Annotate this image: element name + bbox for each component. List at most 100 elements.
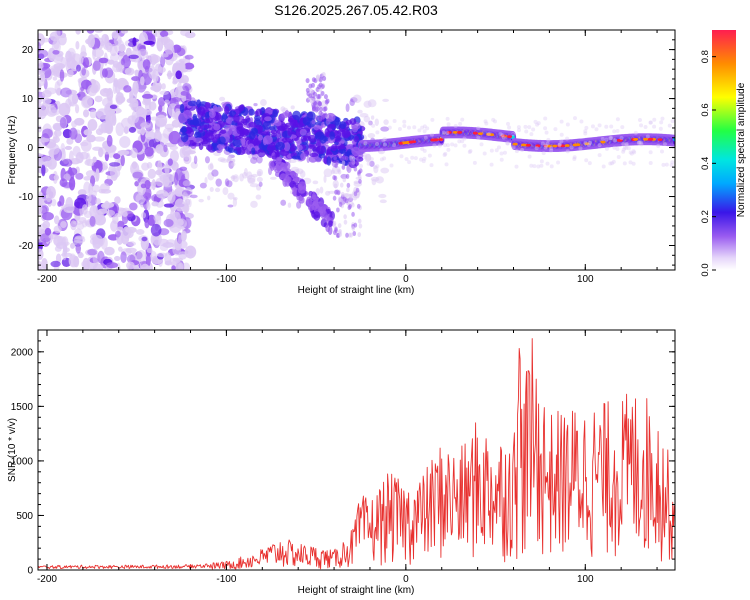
spectrogram-cell: [113, 153, 121, 160]
spectrogram-cell: [293, 172, 299, 177]
spectrogram-cell: [248, 108, 255, 116]
spectrogram-cell: [535, 144, 541, 148]
spectrogram-cell: [437, 143, 442, 148]
spectrogram-cell: [154, 213, 162, 228]
spectrogram-cell: [144, 219, 150, 229]
spectrogram-cell: [289, 147, 296, 152]
spectrogram-cell: [356, 203, 361, 209]
spectrogram-cell: [371, 123, 376, 128]
spectrogram-cell: [140, 263, 150, 270]
spectrogram-cell: [308, 93, 313, 99]
spectrogram-cell: [164, 123, 175, 130]
spectrogram-cell: [633, 138, 639, 141]
spectrogram-cell: [264, 116, 272, 122]
spectrogram-cell: [175, 218, 187, 229]
spectrogram-cell: [114, 255, 121, 261]
spectrogram-cell: [318, 110, 323, 116]
spectrogram-cell: [123, 126, 129, 134]
spectrogram-cell: [141, 236, 148, 242]
spectrogram-cell: [367, 132, 376, 139]
spectrogram-cell: [443, 151, 448, 156]
spectrogram-cell: [162, 242, 175, 248]
spectrogram-cell: [352, 94, 362, 104]
spectrogram-y-ticks: -20 -10 0 10 20: [19, 29, 675, 266]
spectrogram-cell: [329, 131, 335, 140]
spectrogram-cell: [588, 140, 593, 145]
spectrogram-cell: [293, 176, 299, 182]
spectrogram-cell: [144, 146, 154, 157]
spectrogram-cell: [115, 230, 121, 238]
spectrogram-cell: [460, 117, 465, 122]
spectrogram-cell: [505, 121, 510, 126]
spectrogram-cell: [262, 135, 273, 145]
spectrogram-cell: [270, 129, 278, 135]
spectrogram-cell: [97, 250, 105, 264]
spectrogram-cell: [341, 164, 346, 170]
spectrogram-cell: [543, 116, 548, 121]
spectrogram-cell: [619, 136, 624, 141]
spectrogram-cell: [204, 118, 211, 124]
spectrogram-cell: [83, 129, 93, 136]
spectrogram-cell: [118, 43, 126, 53]
spectrogram-cell: [53, 131, 58, 142]
spectrogram-cell: [422, 156, 427, 161]
colorbar-label: Normalized spectral amplitude: [736, 82, 747, 217]
spectrogram-cell: [584, 142, 590, 146]
spectrogram-cell: [174, 172, 179, 186]
spectrogram-cell: [624, 146, 629, 151]
spectrogram-cell: [496, 145, 501, 150]
spectrogram-cell: [514, 149, 519, 154]
spectrogram-cell: [374, 118, 379, 127]
spectrogram-cell: [94, 30, 103, 33]
spectrogram-cell: [433, 138, 439, 142]
spectrogram-cell: [338, 202, 343, 208]
spectrogram-cell: [283, 141, 291, 152]
spectrogram-cell: [359, 113, 369, 118]
spectrogram-cell: [102, 42, 113, 51]
spectrogram-cell: [338, 231, 343, 237]
spectrogram-cell: [373, 165, 378, 170]
spectrogram-cell: [569, 145, 574, 150]
spectrogram-cell: [79, 56, 84, 64]
spectrogram-cell: [282, 166, 288, 173]
spectrogram-cell: [38, 108, 42, 120]
y-tick-label: 0: [27, 143, 33, 154]
spectrogram-cell: [326, 156, 332, 166]
spectrogram-cell: [245, 115, 251, 123]
spectrogram-cell: [545, 161, 550, 166]
spectrogram-cell: [531, 127, 536, 132]
spectrogram-cell: [169, 149, 180, 163]
spectrogram-cell: [60, 87, 72, 98]
spectrogram-cell: [313, 211, 321, 221]
spectrogram-cell: [69, 167, 78, 176]
spectrogram-cell: [127, 41, 137, 48]
spectrogram-cell: [457, 139, 462, 144]
spectrogram-cell: [402, 123, 407, 128]
spectrogram-cell: [438, 138, 444, 141]
spectrogram-cell: [319, 186, 324, 194]
spectrogram-cell: [81, 67, 87, 76]
spectrogram-cell: [326, 208, 331, 214]
snr-panel: -200 -100 0 100 0 500 1000 1500 2000 Height of …: [7, 329, 676, 596]
spectrogram-cell: [559, 139, 564, 144]
spectrogram-cell: [300, 135, 307, 143]
spectrogram-cell: [370, 115, 375, 120]
spectrogram-cell: [147, 168, 156, 179]
spectrogram-cell: [83, 57, 90, 69]
spectrogram-cell: [397, 127, 402, 132]
spectrogram-cell: [305, 78, 310, 84]
spectrogram-cell: [639, 142, 644, 147]
spectrogram-cell: [349, 118, 357, 126]
spectrogram-cell: [187, 119, 194, 126]
spectrogram-cell: [505, 141, 510, 146]
spectrogram-cell: [628, 160, 633, 165]
spectrogram-cell: [289, 180, 297, 188]
spectrogram-cell: [44, 87, 57, 95]
spectrogram-cell: [241, 118, 247, 124]
spectrogram-cell: [128, 126, 137, 133]
spectrogram-cell: [44, 103, 55, 108]
spectrogram-cell: [52, 76, 58, 81]
spectrogram-cell: [175, 63, 186, 73]
spectrogram-cell: [633, 130, 638, 135]
spectrogram-cell: [380, 167, 390, 174]
